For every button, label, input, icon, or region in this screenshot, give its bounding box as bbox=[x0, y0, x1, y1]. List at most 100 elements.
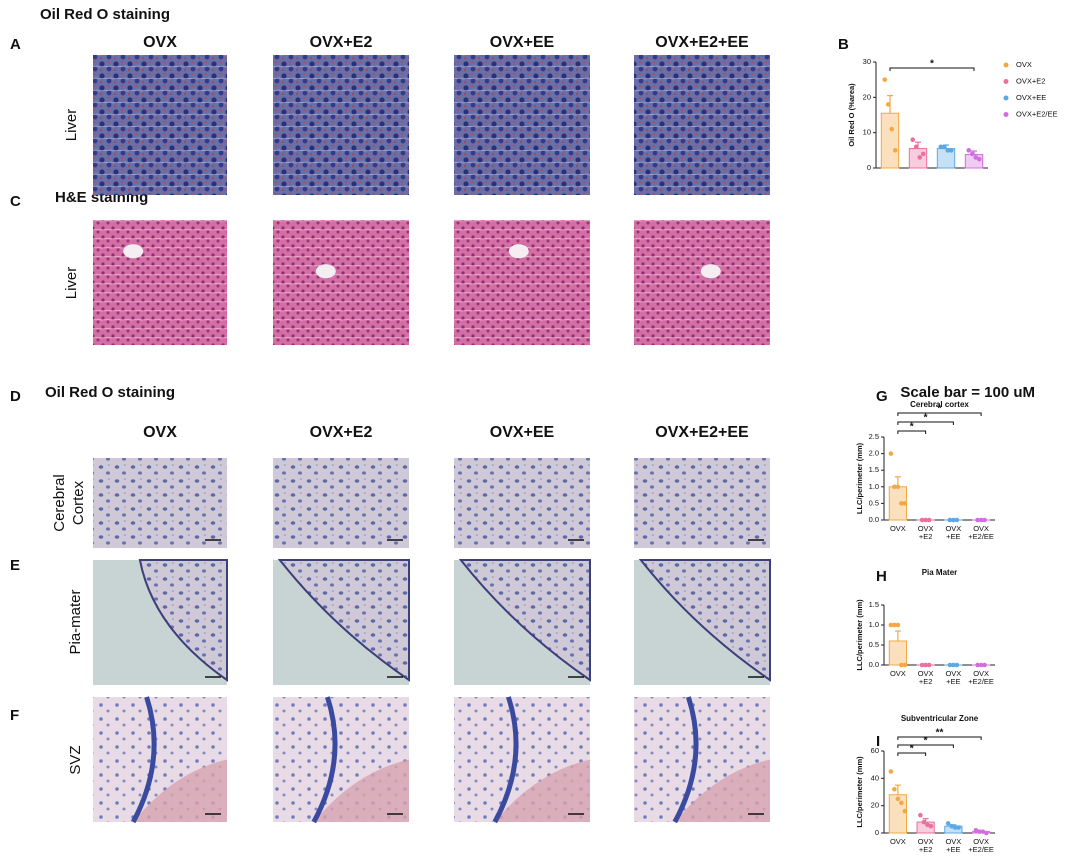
panel-label: H bbox=[876, 568, 887, 585]
panel-label: E bbox=[10, 557, 20, 574]
data-point bbox=[929, 824, 934, 829]
y-tick-label: 1.5 bbox=[869, 465, 879, 474]
data-point bbox=[977, 157, 982, 162]
data-point bbox=[927, 518, 932, 523]
y-tick-label: 20 bbox=[863, 92, 871, 101]
x-tick-label: +E2 bbox=[919, 532, 933, 541]
y-tick-label: 0.5 bbox=[869, 640, 879, 649]
data-point bbox=[889, 127, 894, 132]
data-point bbox=[903, 663, 908, 668]
x-tick-label: +EE bbox=[946, 532, 960, 541]
panel-label: B bbox=[838, 36, 849, 53]
column-header: OVX+E2 bbox=[310, 34, 373, 51]
data-point bbox=[889, 769, 894, 774]
micrograph bbox=[93, 458, 227, 548]
y-tick-label: 2.0 bbox=[869, 449, 879, 458]
vessel bbox=[509, 244, 529, 258]
micrograph bbox=[634, 55, 770, 195]
x-tick-label: +E2 bbox=[919, 845, 933, 854]
data-point bbox=[896, 623, 901, 628]
significance-label: * bbox=[924, 413, 928, 424]
y-axis-label: Oil Red O (%area) bbox=[847, 83, 856, 147]
micrograph bbox=[454, 458, 590, 548]
panel-label: C bbox=[10, 193, 21, 210]
legend-label: OVX+E2 bbox=[1016, 76, 1045, 85]
significance-label: * bbox=[924, 736, 928, 747]
legend-swatch bbox=[1004, 63, 1009, 68]
y-tick-label: 0.0 bbox=[869, 515, 879, 524]
y-tick-label: 0.0 bbox=[869, 660, 879, 669]
chart-title: Pia Mater bbox=[922, 568, 958, 577]
micrograph bbox=[634, 220, 770, 345]
y-tick-label: 2.5 bbox=[869, 432, 879, 441]
micrograph bbox=[93, 55, 227, 195]
y-tick-label: 1.5 bbox=[869, 600, 879, 609]
heading: Oil Red O staining bbox=[45, 384, 175, 401]
column-header: OVX+E2 bbox=[310, 424, 373, 441]
y-tick-label: 0.5 bbox=[869, 498, 879, 507]
data-point bbox=[896, 485, 901, 490]
significance-label: * bbox=[938, 404, 942, 415]
data-point bbox=[955, 663, 960, 668]
y-tick-label: 30 bbox=[863, 57, 871, 66]
legend-swatch bbox=[1004, 112, 1009, 117]
legend-label: OVX bbox=[1016, 60, 1032, 69]
x-tick-label: +EE bbox=[946, 677, 960, 686]
data-point bbox=[942, 145, 947, 150]
heading: Oil Red O staining bbox=[40, 6, 170, 23]
x-tick-label: OVX bbox=[890, 524, 906, 533]
y-tick-label: 0 bbox=[867, 163, 871, 172]
data-point bbox=[918, 813, 923, 818]
panel-label: A bbox=[10, 36, 21, 53]
data-point bbox=[927, 663, 932, 668]
bar bbox=[889, 641, 906, 665]
significance-label: * bbox=[910, 744, 914, 755]
column-header: OVX+E2+EE bbox=[655, 34, 749, 51]
x-tick-label: +E2/EE bbox=[968, 532, 994, 541]
column-header: OVX bbox=[143, 424, 177, 441]
row-label: SVZ bbox=[67, 745, 84, 774]
vessel bbox=[123, 244, 143, 258]
panel-label: F bbox=[10, 707, 19, 724]
data-point bbox=[896, 797, 901, 802]
data-point bbox=[892, 787, 897, 792]
panel-label: D bbox=[10, 388, 21, 405]
y-axis-label: LLC/perimeter (mm) bbox=[855, 599, 864, 671]
x-tick-label: +E2/EE bbox=[968, 845, 994, 854]
data-point bbox=[914, 145, 919, 150]
y-tick-label: 20 bbox=[871, 801, 879, 810]
data-point bbox=[889, 451, 894, 456]
micrograph bbox=[454, 55, 590, 195]
row-label: Cerebral bbox=[51, 474, 68, 532]
y-axis-label: LLC/perimeter (mm) bbox=[855, 442, 864, 514]
data-point bbox=[982, 518, 987, 523]
micrograph bbox=[273, 220, 409, 345]
y-tick-label: 1.0 bbox=[869, 482, 879, 491]
micrograph bbox=[273, 458, 409, 548]
x-tick-label: +E2 bbox=[919, 677, 933, 686]
bar bbox=[881, 113, 898, 168]
legend-label: OVX+E2/EE bbox=[1016, 109, 1057, 118]
data-point bbox=[949, 148, 954, 153]
y-tick-label: 0 bbox=[875, 828, 879, 837]
micrograph bbox=[454, 220, 590, 345]
column-header: OVX bbox=[143, 34, 177, 51]
column-header: OVX+EE bbox=[490, 34, 555, 51]
data-point bbox=[917, 155, 922, 160]
vessel bbox=[316, 264, 336, 278]
chart-title: Subventricular Zone bbox=[901, 714, 979, 723]
micrograph bbox=[93, 220, 227, 345]
y-tick-label: 1.0 bbox=[869, 620, 879, 629]
y-axis-label: LLC/perimeter (mm) bbox=[855, 756, 864, 828]
data-point bbox=[955, 518, 960, 523]
scale-note: Scale bar = 100 uM bbox=[900, 384, 1035, 401]
data-point bbox=[886, 102, 891, 107]
row-label: Pia-mater bbox=[67, 589, 84, 654]
column-header: OVX+EE bbox=[490, 424, 555, 441]
micrograph bbox=[273, 55, 409, 195]
y-tick-label: 60 bbox=[871, 746, 879, 755]
data-point bbox=[956, 825, 961, 830]
significance-label: * bbox=[930, 59, 934, 70]
y-tick-label: 10 bbox=[863, 128, 871, 137]
